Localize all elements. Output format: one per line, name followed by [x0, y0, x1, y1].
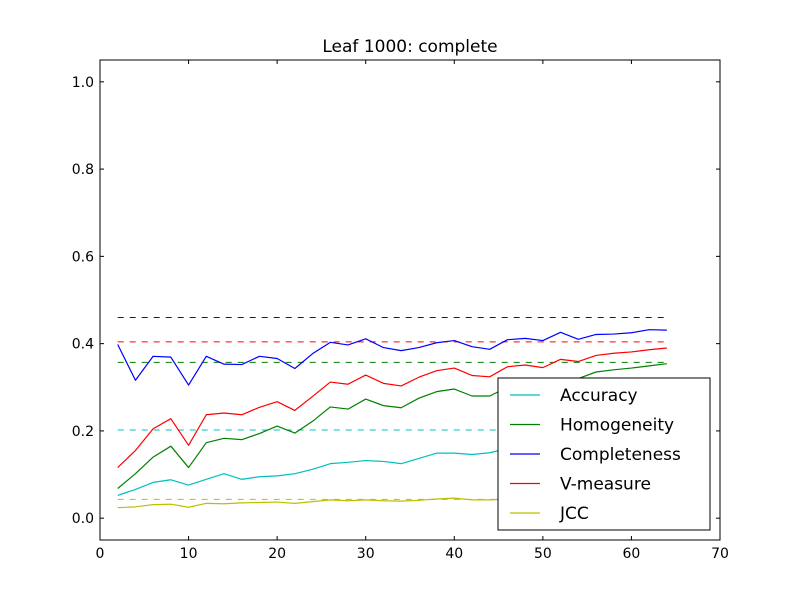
legend-item-jcc: JCC [510, 504, 589, 524]
y-tick-label: 0.6 [72, 249, 94, 265]
x-tick-label: 20 [268, 546, 286, 562]
legend-entries: Accuracy Homogeneity Completeness V-measure… [510, 386, 681, 524]
plot-frame [99, 59, 721, 541]
x-tick-label: 40 [445, 546, 463, 562]
y-tick-label: 0.0 [72, 511, 94, 527]
y-tick-label: 1.0 [72, 75, 94, 91]
legend: Accuracy Homogeneity Completeness V-measure… [497, 377, 711, 531]
y-tick-label: 0.2 [72, 424, 94, 440]
legend-item-accuracy: Accuracy [510, 386, 638, 406]
legend-label-jcc: JCC [559, 504, 589, 524]
legend-label-accuracy: Accuracy [560, 386, 638, 406]
series-line-completeness [117, 329, 667, 386]
legend-item-completeness: Completeness [510, 445, 681, 465]
x-tick-label: 10 [180, 546, 198, 562]
x-tick-label: 30 [357, 546, 375, 562]
legend-label-homogeneity: Homogeneity [560, 416, 674, 436]
x-tick-label: 70 [711, 546, 729, 562]
y-tick-label: 0.4 [72, 337, 94, 353]
x-tick-label: 60 [623, 546, 641, 562]
ticks-layer: 0 10 20 30 40 50 60 70 0.0 0.2 0.4 0.6 0.8 1.0 [72, 60, 729, 562]
legend-item-homogeneity: Homogeneity [510, 416, 674, 436]
legend-label-v-measure: V-measure [560, 475, 651, 495]
legend-label-completeness: Completeness [560, 445, 681, 465]
x-tick-label: 0 [96, 546, 105, 562]
x-tick-label: 50 [534, 546, 552, 562]
chart-title: Leaf 1000: complete [322, 37, 497, 57]
legend-item-v-measure: V-measure [510, 475, 651, 495]
y-tick-label: 0.8 [72, 162, 94, 178]
series-line-v-measure [117, 347, 667, 468]
